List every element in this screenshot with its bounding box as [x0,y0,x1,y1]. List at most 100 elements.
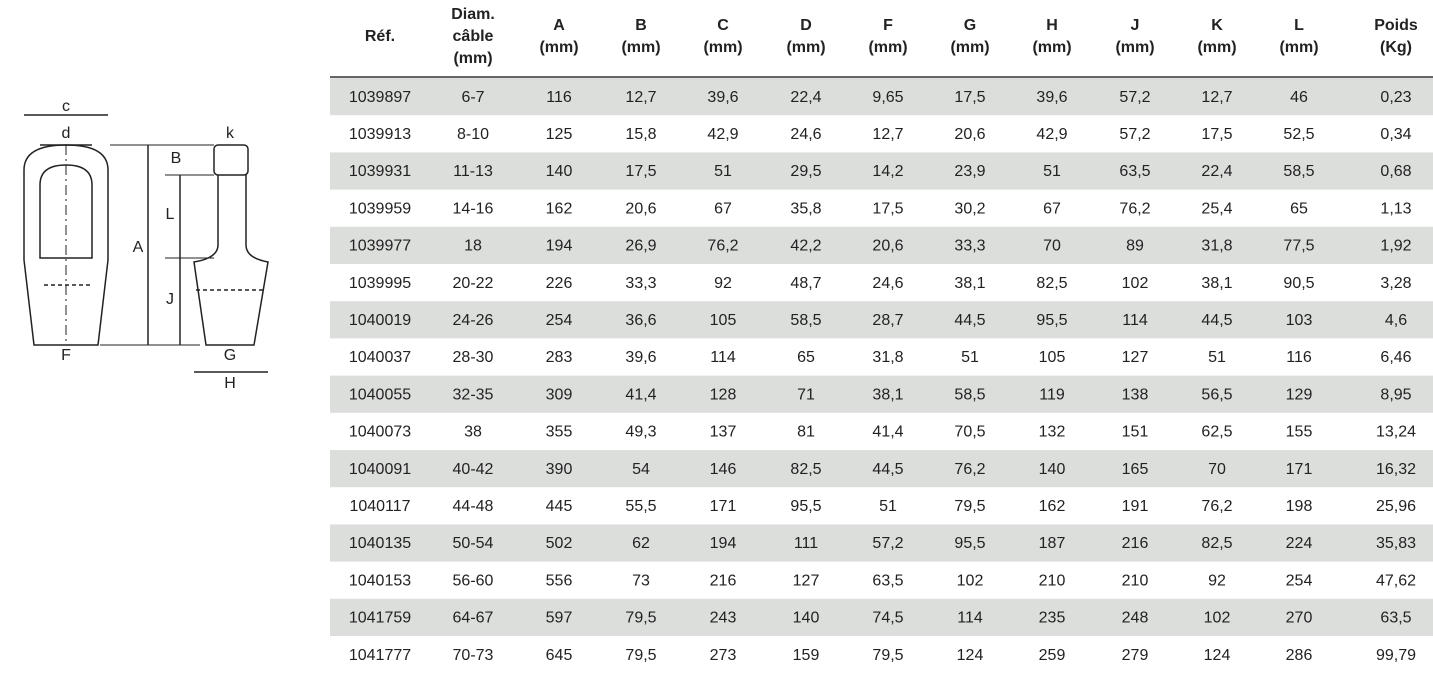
cell: 1041777 [349,647,411,664]
cell: 165 [1122,461,1149,478]
cell: 14,2 [872,163,903,180]
cell: 124 [1204,647,1231,664]
cell: 25,96 [1376,498,1416,515]
cell: 137 [710,424,737,441]
cell: 79,5 [625,610,656,627]
cell: 62,5 [1201,424,1232,441]
cell: 76,2 [707,238,738,255]
header-cell: Diam. [451,6,495,23]
cell: 102 [1122,275,1149,292]
row-shade [330,301,1433,339]
cell: 58,5 [954,386,985,403]
cell: 18 [464,238,482,255]
cell: 111 [794,535,818,552]
cell: 32-35 [453,386,494,403]
cell: 259 [1039,647,1066,664]
cell: 28-30 [453,349,494,366]
cell: 105 [1039,349,1066,366]
cell: 44-48 [453,498,494,515]
cell: 25,4 [1201,200,1232,217]
cell: 47,62 [1376,572,1416,589]
header-cell: Poids [1374,17,1418,34]
cell: 52,5 [1283,126,1314,143]
label-a: A [133,239,144,256]
cell: 33,3 [625,275,656,292]
cell: 44,5 [1201,312,1232,329]
label-b: B [171,150,182,167]
cell: 9,65 [872,89,903,106]
cell: 12,7 [1201,89,1232,106]
cell: 390 [546,461,573,478]
cell: 40-42 [453,461,494,478]
cell: 74,5 [872,610,903,627]
cell: 105 [710,312,737,329]
cell: 79,5 [625,647,656,664]
cell: 38 [464,424,482,441]
cell: 79,5 [872,647,903,664]
cell: 11-13 [453,163,493,180]
cell: 645 [546,647,573,664]
cell: 77,5 [1283,238,1314,255]
cell: 12,7 [625,89,656,106]
cell: 20,6 [872,238,903,255]
cell: 198 [1286,498,1313,515]
cell: 41,4 [625,386,656,403]
cell: 114 [710,349,736,366]
cell: 116 [1286,349,1312,366]
header-cell: (mm) [950,39,989,56]
header-cell: (Kg) [1380,39,1412,56]
cell: 146 [710,461,737,478]
cell: 71 [797,386,815,403]
cell: 0,34 [1380,126,1411,143]
cell: 159 [793,647,820,664]
cell: 70 [1043,238,1061,255]
cell: 132 [1039,424,1066,441]
cell: 38,1 [872,386,903,403]
label-k: k [226,125,235,142]
cell: 128 [710,386,737,403]
cell: 102 [957,572,984,589]
header-cell: G [964,17,976,34]
cell: 12,7 [872,126,903,143]
cell: 63,5 [1119,163,1150,180]
cell: 140 [793,610,820,627]
cell: 1040091 [349,461,411,478]
cell: 51 [1208,349,1226,366]
label-j: J [166,291,174,308]
cell: 29,5 [790,163,821,180]
cell: 254 [1286,572,1313,589]
cell: 20-22 [453,275,494,292]
cell: 171 [710,498,737,515]
cell: 138 [1122,386,1149,403]
cell: 125 [546,126,573,143]
cell: 30,2 [954,200,985,217]
label-l: L [166,206,175,223]
cell: 162 [1039,498,1066,515]
cell: 63,5 [872,572,903,589]
cell: 15,8 [625,126,656,143]
cell: 155 [1286,424,1313,441]
cell: 51 [714,163,732,180]
cell: 235 [1039,610,1066,627]
cell: 57,2 [872,535,903,552]
cell: 24,6 [790,126,821,143]
cell: 17,5 [625,163,656,180]
cell: 1040037 [349,349,411,366]
cell: 23,9 [954,163,985,180]
cell: 57,2 [1119,89,1150,106]
row-shade [330,152,1433,190]
cell: 22,4 [790,89,821,106]
header-cell: câble [453,28,494,45]
cell: 42,9 [707,126,738,143]
header-cell: (mm) [1032,39,1071,56]
cell: 6-7 [461,89,484,106]
cell: 33,3 [954,238,985,255]
header-cell: H [1046,17,1058,34]
cell: 39,6 [707,89,738,106]
header-cell: L [1294,17,1304,34]
cell: 22,4 [1201,163,1232,180]
cell: 8-10 [457,126,489,143]
cell: 210 [1039,572,1066,589]
cell: 171 [1286,461,1313,478]
cell: 0,23 [1380,89,1411,106]
